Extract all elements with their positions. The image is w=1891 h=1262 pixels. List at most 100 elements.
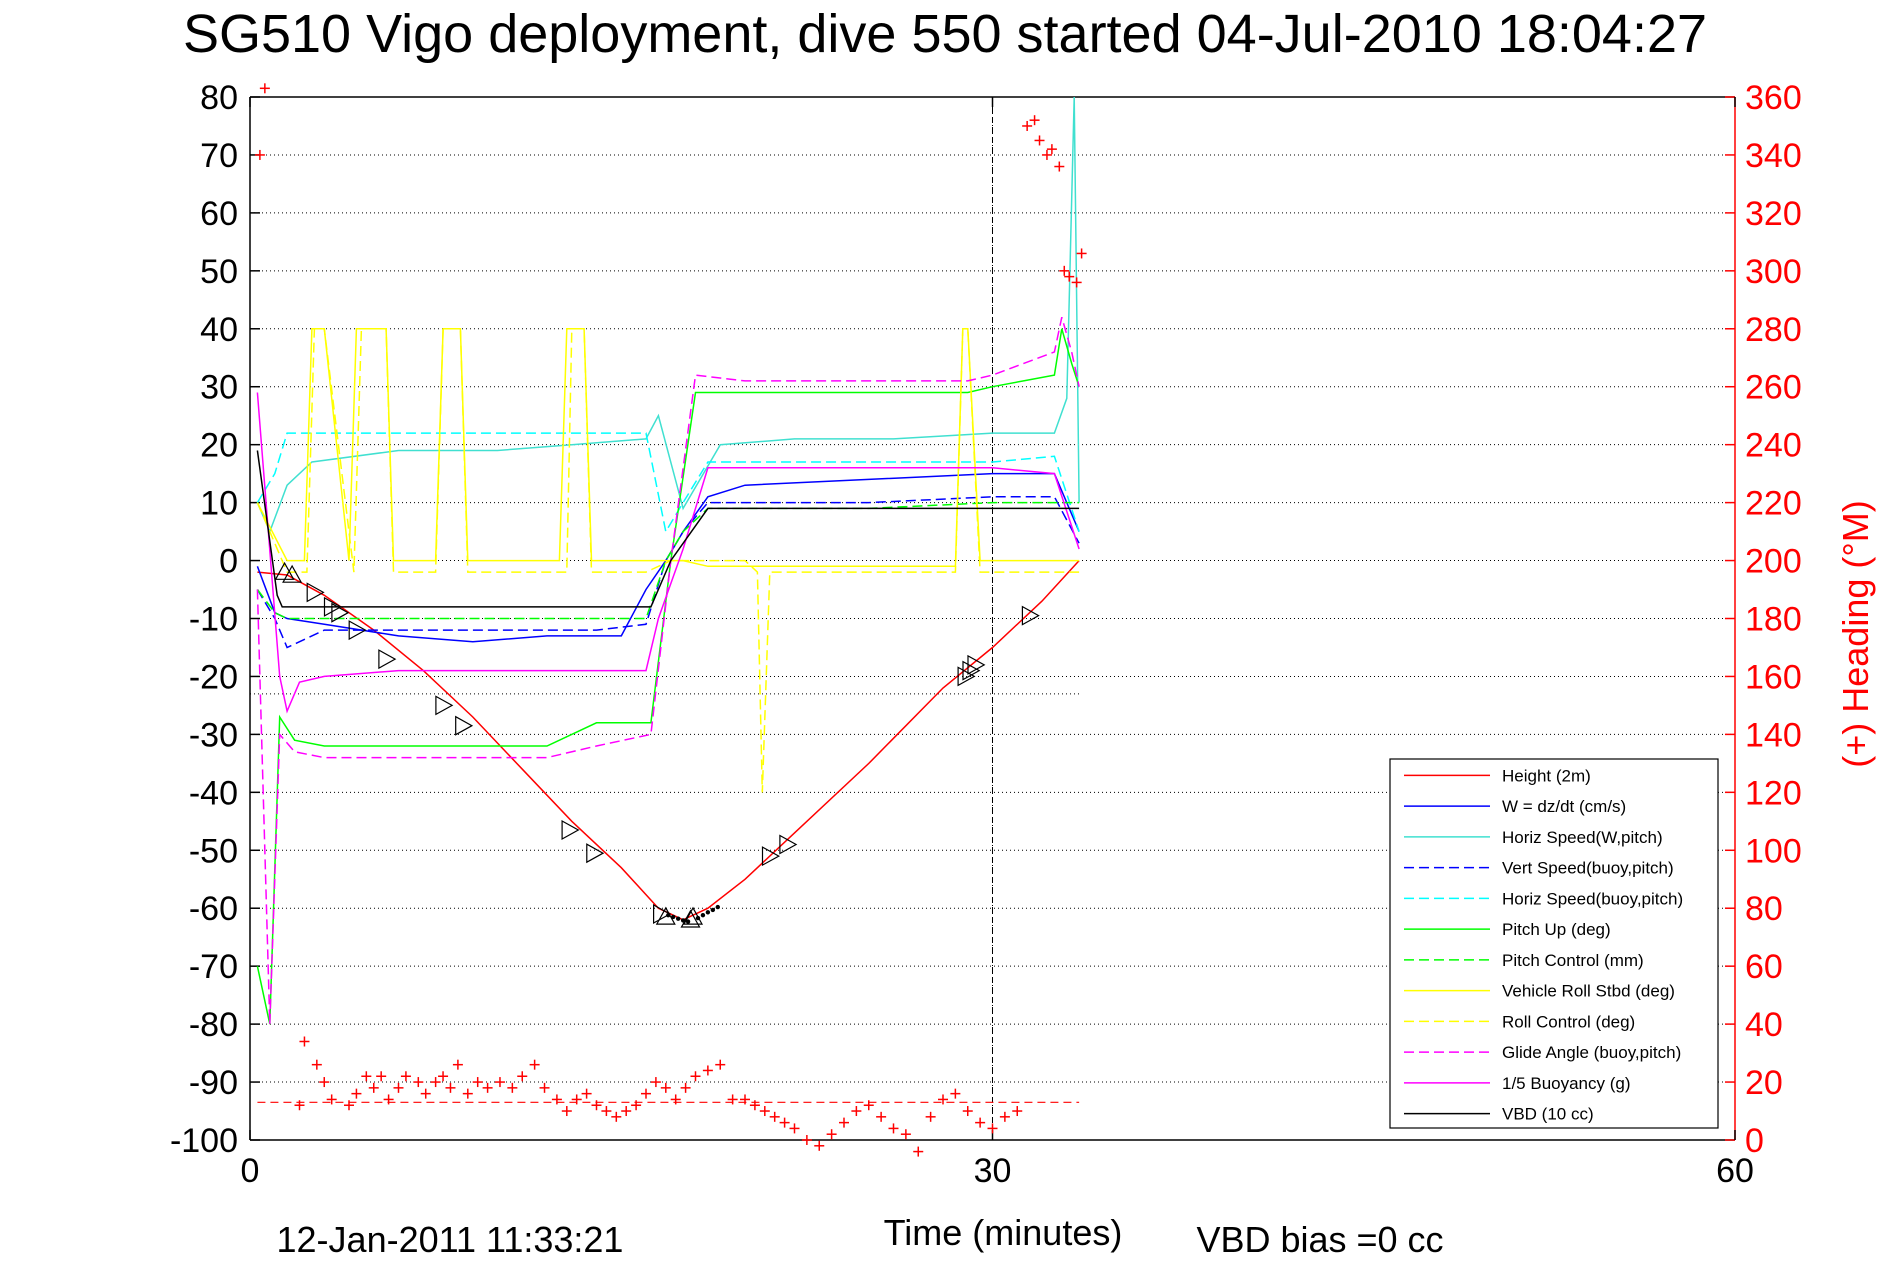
heading-point — [361, 1071, 372, 1082]
heading-point — [888, 1123, 899, 1134]
triangle-marker — [680, 909, 701, 928]
triangle-marker — [967, 654, 986, 675]
heading-point — [430, 1077, 441, 1088]
heading-point — [999, 1111, 1010, 1122]
legend: Height (2m) W = dz/dt (cm/s) Horiz Speed(W… — [1389, 758, 1719, 1129]
heading-point — [1076, 248, 1087, 259]
heading-point — [368, 1082, 379, 1093]
heading-point — [987, 1123, 998, 1134]
heading-point — [1071, 277, 1082, 288]
heading-point — [571, 1094, 582, 1105]
series-line-8 — [256, 328, 1080, 793]
heading-point — [507, 1082, 518, 1093]
heading-point — [254, 149, 265, 160]
series-layer — [256, 96, 1080, 1025]
y-tick-label-right: 300 — [1745, 253, 1802, 291]
legend-label-3: Vert Speed(buoy,pitch) — [1502, 859, 1674, 878]
triangle-marker — [306, 582, 325, 603]
y-tick-label-right: 140 — [1745, 716, 1802, 754]
y-tick-label-right: 360 — [1745, 79, 1802, 117]
y-tick-label-left: -90 — [189, 1064, 238, 1102]
y-tick-label-right: 200 — [1745, 543, 1802, 581]
y-tick-label-right: 0 — [1745, 1122, 1764, 1160]
heading-point — [749, 1100, 760, 1111]
heading-point — [299, 1036, 310, 1047]
heading-point — [680, 1082, 691, 1093]
heading-point — [727, 1094, 738, 1105]
heading-point — [438, 1071, 449, 1082]
heading-point — [462, 1088, 473, 1099]
triangle-marker — [331, 602, 350, 623]
triangle-marker — [779, 834, 798, 855]
heading-point — [400, 1071, 411, 1082]
y-tick-label-left: -60 — [189, 890, 238, 928]
footer-timestamp: 12-Jan-2011 11:33:21 — [277, 1219, 624, 1260]
heading-point — [740, 1094, 750, 1105]
heading-point — [769, 1111, 780, 1122]
series-line-10 — [256, 392, 1080, 714]
series-line-1 — [256, 472, 1080, 643]
legend-box — [1389, 758, 1719, 1129]
y-tick-label-right: 160 — [1745, 658, 1802, 696]
y-tick-label-left: 10 — [200, 485, 238, 523]
series-line-9 — [256, 316, 1080, 1025]
y-tick-label-right: 40 — [1745, 1006, 1783, 1044]
triangle-marker — [957, 666, 976, 687]
y-tick-label-left: 0 — [219, 543, 238, 581]
legend-label-5: Pitch Up (deg) — [1502, 920, 1611, 939]
heading-point — [1029, 115, 1040, 126]
heading-point — [539, 1082, 550, 1093]
triangle-marker — [348, 620, 367, 641]
y-tick-label-left: -20 — [189, 658, 238, 696]
y-tick-label-left: 50 — [200, 253, 238, 291]
heading-point — [650, 1077, 661, 1088]
heading-point — [814, 1140, 825, 1151]
black-dot-marker — [715, 904, 720, 910]
heading-point — [715, 1059, 726, 1070]
heading-point — [641, 1088, 651, 1099]
heading-point — [376, 1071, 387, 1082]
heading-point — [420, 1088, 431, 1099]
legend-label-11: VBD (10 cc) — [1502, 1105, 1594, 1124]
y-tick-label-right: 220 — [1745, 485, 1802, 523]
heading-point — [551, 1094, 562, 1105]
heading-point — [789, 1123, 800, 1134]
black-dot-marker — [695, 915, 701, 921]
y-tick-label-right: 280 — [1745, 311, 1802, 349]
heading-point — [494, 1077, 505, 1088]
legend-label-9: Glide Angle (buoy,pitch) — [1502, 1043, 1681, 1062]
triangle-marker — [1021, 605, 1040, 626]
y-tick-label-right: 80 — [1745, 890, 1783, 928]
x-tick-label: 30 — [974, 1152, 1012, 1190]
heading-point — [591, 1100, 602, 1111]
heading-point — [259, 83, 270, 94]
heading-point — [938, 1094, 948, 1105]
heading-point — [863, 1100, 874, 1111]
legend-label-1: W = dz/dt (cm/s) — [1502, 797, 1626, 816]
y-tick-label-left: 20 — [200, 427, 238, 465]
heading-point — [702, 1065, 713, 1076]
triangle-marker — [378, 649, 397, 670]
heading-point — [472, 1077, 483, 1088]
y-tick-label-right: 100 — [1745, 832, 1802, 870]
heading-point — [779, 1117, 790, 1128]
y-tick-label-left: 40 — [200, 311, 238, 349]
y-tick-label-left: -40 — [189, 774, 238, 812]
black-dot-marker — [705, 910, 711, 915]
y-tick-label-right: 240 — [1745, 427, 1802, 465]
triangle-marker — [455, 715, 474, 736]
legend-label-2: Horiz Speed(W,pitch) — [1502, 828, 1663, 847]
heading-point — [529, 1059, 540, 1070]
heading-point — [294, 1100, 305, 1111]
heading-point — [393, 1082, 404, 1093]
triangle-marker — [282, 564, 303, 583]
black-dot-marker — [675, 916, 681, 921]
y-tick-label-left: -100 — [170, 1122, 238, 1160]
heading-point — [690, 1071, 701, 1082]
heading-point — [1064, 271, 1075, 282]
series-line-11 — [256, 450, 1080, 608]
heading-point — [826, 1129, 837, 1140]
heading-point — [561, 1106, 572, 1117]
heading-point — [351, 1088, 362, 1099]
